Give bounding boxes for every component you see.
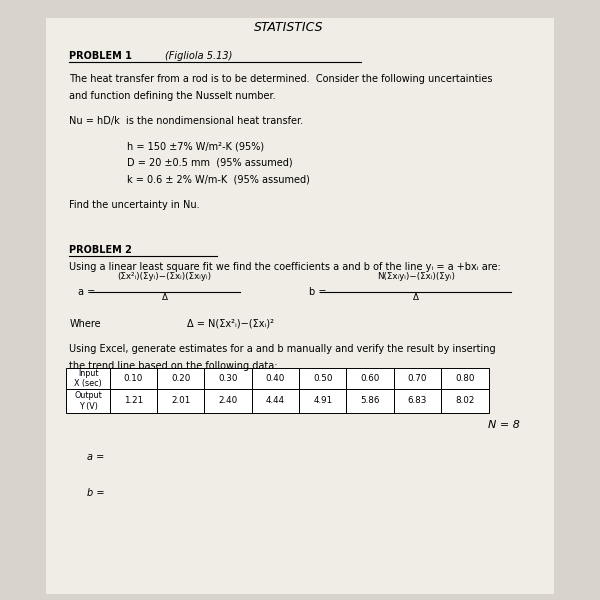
Bar [157, 368, 205, 389]
Text: N = 8: N = 8 [488, 420, 520, 430]
Text: PROBLEM 1: PROBLEM 1 [69, 51, 136, 61]
Bar [252, 368, 299, 389]
Text: a =: a = [86, 452, 104, 462]
Text: 0.40: 0.40 [266, 374, 285, 383]
Text: 0.80: 0.80 [455, 374, 475, 383]
Bar [346, 389, 394, 413]
Text: 4.44: 4.44 [266, 397, 285, 406]
Bar [252, 389, 299, 413]
Text: 6.83: 6.83 [408, 397, 427, 406]
Text: STATISTICS: STATISTICS [254, 21, 323, 34]
Bar [299, 368, 346, 389]
Text: Δ: Δ [161, 293, 167, 302]
Text: 2.40: 2.40 [218, 397, 238, 406]
Text: b =: b = [309, 287, 326, 296]
Bar [157, 389, 205, 413]
Bar [205, 368, 252, 389]
Text: k = 0.6 ± 2% W/m-K  (95% assumed): k = 0.6 ± 2% W/m-K (95% assumed) [127, 175, 310, 185]
Text: 0.10: 0.10 [124, 374, 143, 383]
Bar [346, 368, 394, 389]
Bar [441, 389, 488, 413]
Bar [67, 389, 110, 413]
Text: a =: a = [78, 287, 95, 296]
Text: 4.91: 4.91 [313, 397, 332, 406]
Text: h = 150 ±7% W/m²-K (95%): h = 150 ±7% W/m²-K (95%) [127, 141, 264, 151]
Text: (Figliola 5.13): (Figliola 5.13) [164, 51, 232, 61]
Text: the trend line based on the following data:: the trend line based on the following da… [69, 361, 278, 371]
Text: Δ: Δ [413, 293, 419, 302]
Bar [110, 368, 157, 389]
Text: Output
Y (V): Output Y (V) [74, 391, 102, 410]
Text: (Σx²ᵢ)(Σyᵢ)−(Σxᵢ)(Σxᵢyᵢ): (Σx²ᵢ)(Σyᵢ)−(Σxᵢ)(Σxᵢyᵢ) [118, 272, 212, 281]
Text: The heat transfer from a rod is to be determined.  Consider the following uncert: The heat transfer from a rod is to be de… [69, 74, 493, 84]
Text: 2.01: 2.01 [171, 397, 190, 406]
Text: Δ = N(Σx²ᵢ)−(Σxᵢ)²: Δ = N(Σx²ᵢ)−(Σxᵢ)² [187, 319, 274, 329]
Text: 0.70: 0.70 [408, 374, 427, 383]
Bar [394, 368, 441, 389]
Text: b =: b = [86, 488, 104, 498]
Text: N(Σxᵢyᵢ)−(Σxᵢ)(Σyᵢ): N(Σxᵢyᵢ)−(Σxᵢ)(Σyᵢ) [377, 272, 455, 281]
Text: D = 20 ±0.5 mm  (95% assumed): D = 20 ±0.5 mm (95% assumed) [127, 158, 293, 168]
Text: Find the uncertainty in Nu.: Find the uncertainty in Nu. [69, 200, 200, 210]
Bar [394, 389, 441, 413]
Text: Where: Where [69, 319, 101, 329]
Text: 1.21: 1.21 [124, 397, 143, 406]
Bar [441, 368, 488, 389]
Text: 5.86: 5.86 [361, 397, 380, 406]
Text: 0.20: 0.20 [171, 374, 190, 383]
Text: 0.50: 0.50 [313, 374, 332, 383]
Bar [299, 389, 346, 413]
Text: Input
X (sec): Input X (sec) [74, 368, 102, 388]
Bar [67, 368, 110, 389]
FancyBboxPatch shape [46, 18, 554, 594]
Text: Using a linear least square fit we find the coefficients a and b of the line yᵢ : Using a linear least square fit we find … [69, 262, 501, 272]
Bar [110, 389, 157, 413]
Text: 8.02: 8.02 [455, 397, 475, 406]
Text: and function defining the Nusselt number.: and function defining the Nusselt number… [69, 91, 276, 101]
Text: Nu = hD/k  is the nondimensional heat transfer.: Nu = hD/k is the nondimensional heat tra… [69, 116, 304, 126]
Text: 0.30: 0.30 [218, 374, 238, 383]
Text: Using Excel, generate estimates for a and b manually and verify the result by in: Using Excel, generate estimates for a an… [69, 344, 496, 354]
Bar [205, 389, 252, 413]
Text: 0.60: 0.60 [361, 374, 380, 383]
Text: PROBLEM 2: PROBLEM 2 [69, 245, 132, 255]
